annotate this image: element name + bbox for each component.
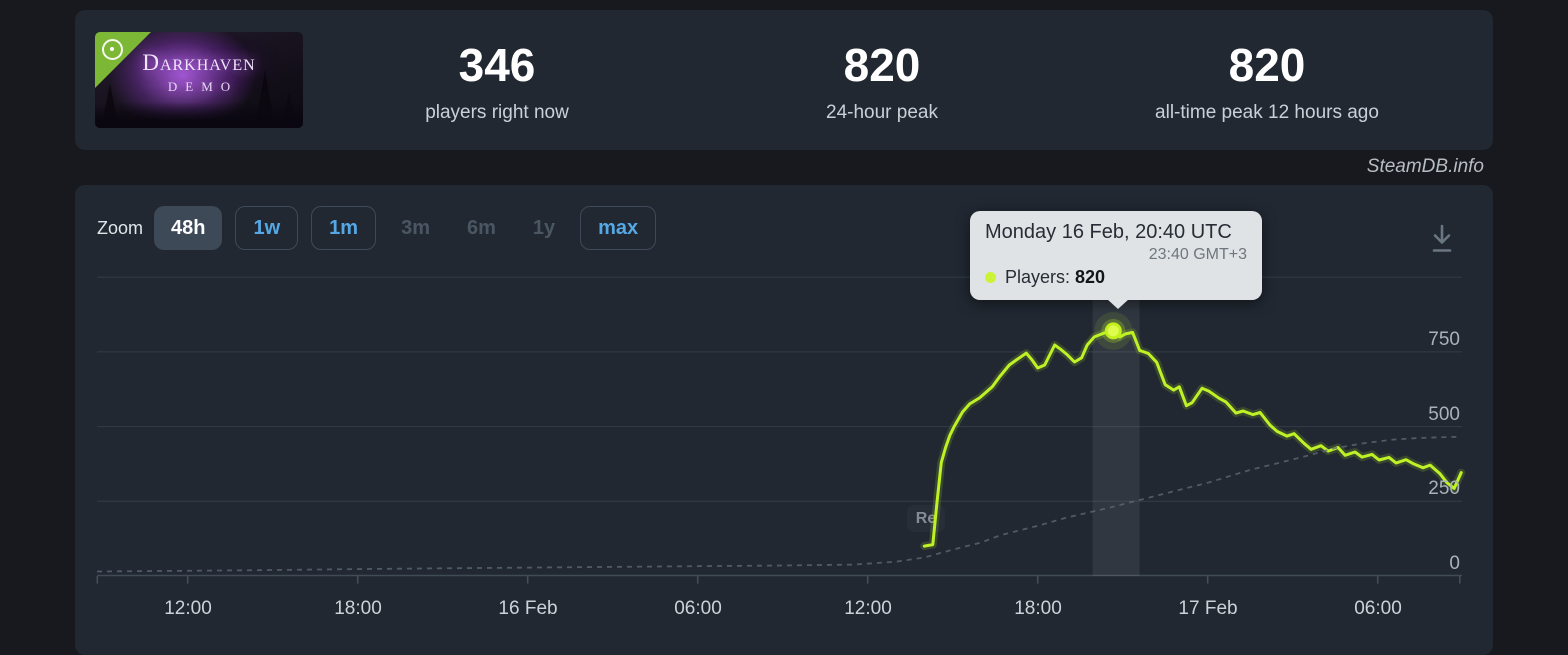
x-axis-label: 18:00 <box>334 598 382 619</box>
tooltip-local-time: 23:40 GMT+3 <box>1148 246 1247 263</box>
x-axis-label: 16 Feb <box>498 598 558 619</box>
players-line <box>922 329 1463 548</box>
plot-area[interactable]: Re 750 500 250 0 12:00 18:00 16 Feb 06:00 12:00… <box>96 212 1466 619</box>
download-button[interactable] <box>1428 221 1456 257</box>
x-axis-label: 17 Feb <box>1178 598 1238 619</box>
stat-label: all-time peak 12 hours ago <box>1155 102 1379 123</box>
zoom-label: Zoom <box>97 217 144 238</box>
release-flag-label: Re <box>915 509 937 527</box>
trend-dashed-line <box>96 435 1462 573</box>
tooltip-title: Monday 16 Feb, 20:40 UTC <box>985 221 1232 243</box>
zoom-button-max[interactable]: max <box>580 206 657 250</box>
tooltip-series-dot <box>985 272 996 283</box>
tooltip: Monday 16 Feb, 20:40 UTC 23:40 GMT+3 Pla… <box>970 211 1262 309</box>
stat-block-0: 346 players right now <box>337 38 657 124</box>
zoom-toolbar: Zoom 48h 1w 1m 3m 6m 1y max <box>97 205 669 251</box>
banner-art-ground <box>95 102 303 128</box>
y-axis-label: 500 <box>1428 404 1460 425</box>
banner-title: Darkhaven <box>142 50 256 75</box>
chart-panel: Zoom 48h 1w 1m 3m 6m 1y max Re 750 500 250 0 12:0… <box>75 185 1493 655</box>
game-banner[interactable]: Darkhaven DEMO <box>95 32 303 128</box>
x-axis-label: 18:00 <box>1014 598 1062 619</box>
stat-value: 346 <box>458 39 536 91</box>
page: { "header": { "banner": { "title": "Dark… <box>75 10 1493 655</box>
stat-block-2: 820 all-time peak 12 hours ago <box>1107 38 1427 124</box>
stat-value: 820 <box>1228 39 1306 91</box>
tooltip-series-value: 820 <box>1075 267 1106 287</box>
zoom-button-48h[interactable]: 48h <box>154 206 223 250</box>
demo-disc-icon <box>102 39 123 60</box>
y-axis-label: 0 <box>1449 553 1460 574</box>
download-icon <box>1432 224 1452 252</box>
x-axis-label: 06:00 <box>1354 598 1402 619</box>
x-axis-label: 12:00 <box>164 598 212 619</box>
demo-ribbon <box>95 32 151 88</box>
watermark: SteamDB.info <box>1366 156 1484 177</box>
banner-subtitle: DEMO <box>167 79 239 94</box>
y-axis-label: 750 <box>1428 329 1460 350</box>
header-panel: Darkhaven DEMO 346 players right now 820 24… <box>75 10 1493 150</box>
zoom-button-3m: 3m <box>389 206 442 250</box>
release-flag: Re <box>907 505 945 532</box>
x-axis-label: 12:00 <box>844 598 892 619</box>
x-axis-label: 06:00 <box>674 598 722 619</box>
demo-disc-dot <box>109 46 114 51</box>
tooltip-players-row: Players: 820 <box>985 267 1247 288</box>
stat-value: 820 <box>843 39 921 91</box>
zoom-button-1y: 1y <box>521 206 567 250</box>
tooltip-caret <box>1107 299 1129 309</box>
zoom-button-6m: 6m <box>455 206 508 250</box>
zoom-button-1m[interactable]: 1m <box>311 206 377 250</box>
stat-label: players right now <box>425 102 569 123</box>
y-axis-label: 250 <box>1428 478 1460 499</box>
players-line-glow <box>920 326 1466 551</box>
tooltip-series-label: Players: <box>1005 267 1071 287</box>
stat-block-1: 820 24-hour peak <box>722 38 1042 124</box>
zoom-button-1w[interactable]: 1w <box>235 206 299 250</box>
peak-marker-dot <box>1104 322 1122 340</box>
stat-label: 24-hour peak <box>826 102 938 123</box>
